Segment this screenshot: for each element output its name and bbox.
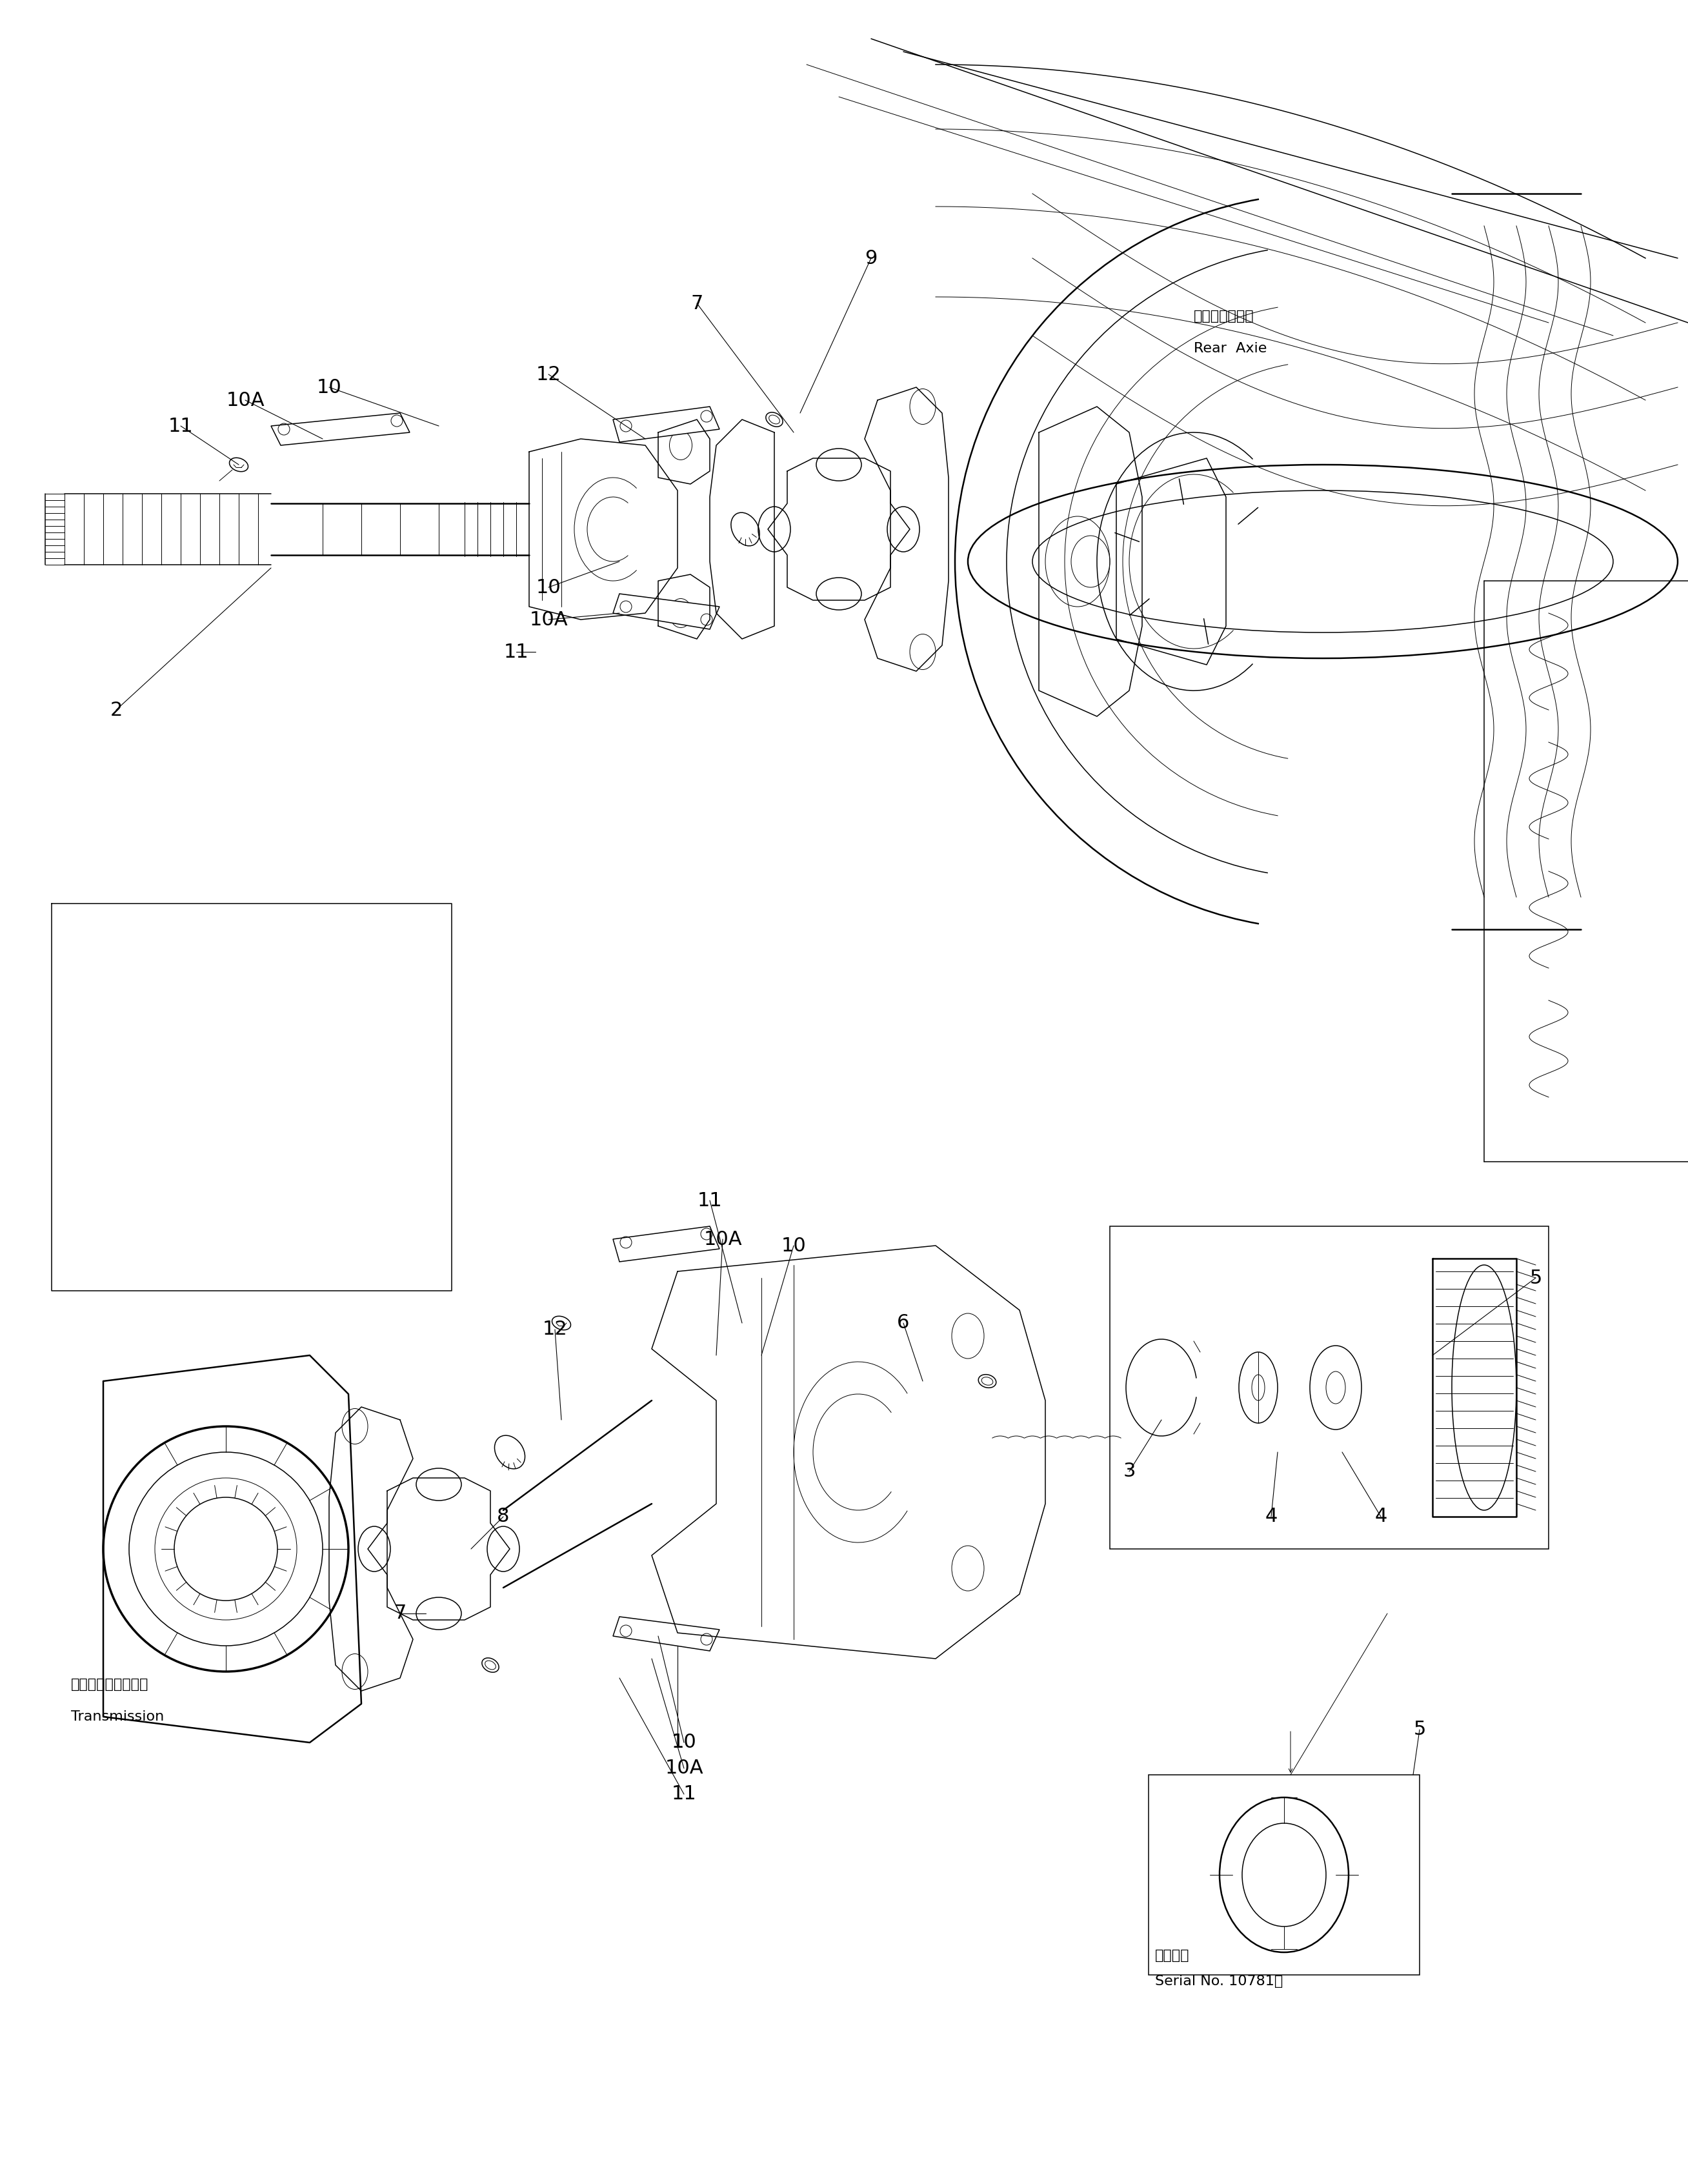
Polygon shape: [272, 413, 410, 446]
Text: 4: 4: [1374, 1507, 1388, 1527]
Text: 10: 10: [537, 579, 560, 596]
Text: 10A: 10A: [704, 1230, 743, 1249]
Text: 10: 10: [672, 1734, 697, 1752]
Polygon shape: [613, 1225, 719, 1262]
Text: 2: 2: [110, 701, 123, 719]
Text: Transmission: Transmission: [71, 1710, 164, 1723]
Text: 12: 12: [542, 1319, 567, 1339]
Text: Serial No. 10781～: Serial No. 10781～: [1155, 1974, 1283, 1987]
Text: 11: 11: [697, 1190, 722, 1210]
Text: 6: 6: [896, 1315, 910, 1332]
Text: 7: 7: [690, 295, 704, 312]
Text: 11: 11: [672, 1784, 697, 1804]
Text: 5: 5: [1413, 1721, 1426, 1738]
Polygon shape: [613, 406, 719, 441]
Text: Rear  Axie: Rear Axie: [1193, 343, 1268, 356]
Bar: [1148, 1776, 1420, 1974]
Text: 10A: 10A: [530, 609, 567, 629]
Text: 5: 5: [1529, 1269, 1541, 1286]
Text: 8: 8: [496, 1507, 510, 1527]
Text: 10: 10: [317, 378, 341, 397]
Text: 4: 4: [1264, 1507, 1278, 1527]
Bar: [1109, 1225, 1548, 1548]
Text: 10: 10: [782, 1236, 807, 1256]
Text: 12: 12: [537, 365, 560, 384]
Text: 3: 3: [1123, 1461, 1136, 1481]
Text: 10A: 10A: [226, 391, 265, 411]
Polygon shape: [613, 594, 719, 629]
Text: 11: 11: [169, 417, 192, 435]
Text: リヤーアクスル: リヤーアクスル: [1193, 310, 1254, 323]
Text: 1: 1: [672, 1734, 684, 1752]
Text: 11: 11: [503, 642, 528, 662]
Text: 7: 7: [393, 1603, 407, 1623]
Text: 適用号機: 適用号機: [1155, 1948, 1190, 1961]
Polygon shape: [613, 1616, 719, 1651]
Text: 9: 9: [864, 249, 878, 266]
Text: 10A: 10A: [665, 1758, 704, 1778]
Text: トランスミッション: トランスミッション: [71, 1677, 149, 1690]
